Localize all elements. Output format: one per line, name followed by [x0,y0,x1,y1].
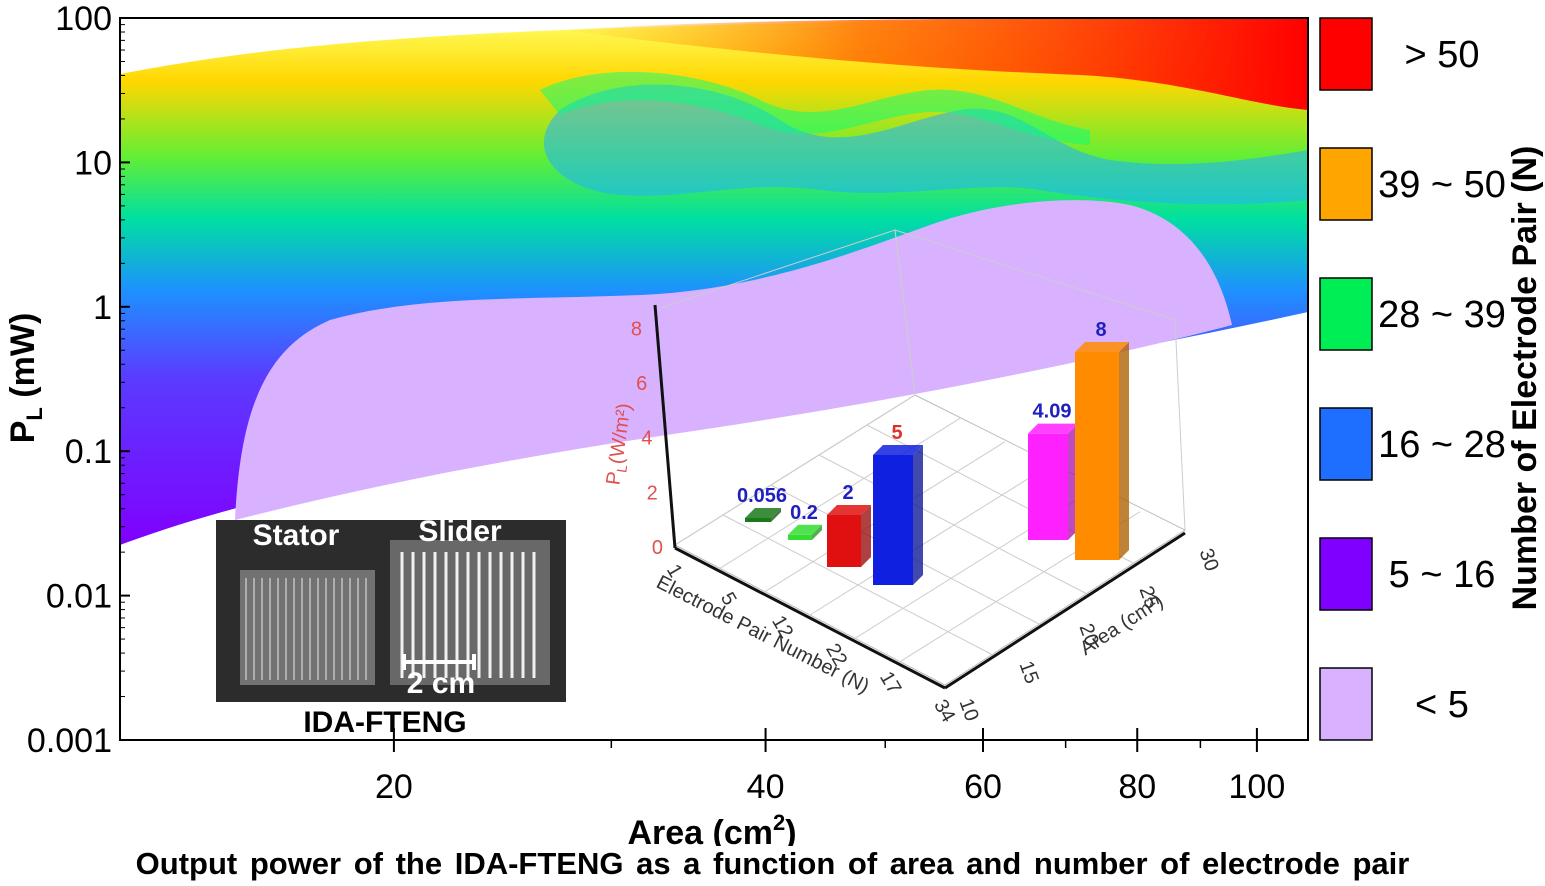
bar3d-bar-shade [861,505,871,567]
legend-label: < 5 [1415,684,1469,726]
y-tick-label: 0.01 [46,578,112,616]
y-axis-title: PL (mW) [4,313,47,444]
legend-swatch [1319,407,1373,481]
bar3d-value-label: 5 [891,422,902,444]
x-axis-ticks: 20 40 60 80 100 [375,728,1285,806]
bar3d-bar-side [1119,342,1129,560]
contour-swirl-green [540,71,1090,145]
legend-label: > 50 [1404,34,1479,76]
bar3d-z-tick-label: 0 [652,537,663,559]
scale-bar [402,654,476,670]
x-tick-label: 40 [747,768,785,806]
legend-swatch [1319,277,1373,351]
bar3d-bar-side [913,445,923,585]
photo-inset: Stator Slider 2 cm IDA-FTENG [216,515,566,739]
figure-caption: Output power of the IDA-FTENG as a funct… [135,846,1410,881]
legend-label: 5 ~ 16 [1389,554,1496,596]
floor-grid-line [719,417,961,569]
contour-band-red [560,18,1308,110]
bar3d-n-tick-label: 17 [875,668,905,698]
bar3d-value-label: 4.09 [1033,401,1072,423]
legend-title: Number of Electrode Pair (N) [1506,146,1544,611]
bar3d-wall-right [894,229,1186,531]
bar3d-bar-top [1075,342,1129,352]
floor-grid-line [722,514,994,656]
plot-frame [119,17,1309,741]
bar3d-bar: 2 [827,482,871,567]
bar3d-bar-front [827,515,861,567]
bar3d-bar-front [873,455,913,585]
stator-label: Stator [253,519,340,552]
bar3d-bar-shade [913,445,923,585]
bar3d-bar: 5 [873,422,923,585]
bar3d-bar-side [812,524,822,540]
legend-swatch [1319,667,1373,741]
bar3d-z-tick-label: 8 [631,318,642,340]
bar3d-bar-shade [812,524,822,540]
bar3d-bar: 4.09 [1028,401,1078,540]
x-tick-label: 100 [1229,768,1286,806]
x-tick-label: 60 [964,768,1002,806]
x-tick-label: 80 [1118,768,1156,806]
y-tick-label: 1 [93,289,112,327]
stator-plate [240,570,375,685]
bar3d-bar: 0.2 [788,502,822,540]
x-tick-label: 20 [375,768,413,806]
bar3d-y-axis [944,531,1186,690]
bar3d-value-label: 8 [1095,319,1106,341]
bar3d-z-tick-label: 2 [647,482,658,504]
contour-fill [120,18,1308,545]
bar3d-area-tick-label: 15 [1014,658,1042,686]
y-tick-label: 10 [74,144,112,182]
x-axis-title: Area (cm2) [627,810,796,846]
legend-label: 39 ~ 50 [1378,164,1506,206]
legend-label: 28 ~ 39 [1378,294,1506,336]
bar3d-n-tick-label: 34 [929,696,959,726]
floor-grid-line [809,464,1051,616]
bar3d-bar-shade [1119,342,1129,560]
bar3d-bar: 8 [1075,319,1129,560]
legend-label: 16 ~ 28 [1378,424,1506,466]
bar3d-bar-side [861,505,871,567]
bar3d-value-label: 2 [842,482,853,504]
bar3d-z-tick-label: 6 [636,373,647,395]
bar3d-bar-front [1028,433,1068,540]
bar3d-bar-front [788,534,812,540]
bar3d-bar-front [745,518,771,522]
device-label: IDA-FTENG [303,706,466,739]
bar3d-z-axis [653,304,677,549]
bar3d-area-tick-label: 10 [954,696,982,724]
y-tick-label: 0.1 [65,433,112,471]
bar3d-bar-front [1075,352,1119,560]
bar3d-bar-side [771,508,781,522]
bar3d-value-label: 0.2 [790,502,818,524]
bar3d-x-axis [674,546,946,690]
bar3d-bar-top [873,445,923,455]
bar3d-bar-top [827,505,871,515]
bar3d-area-tick-label: 30 [1194,546,1222,574]
y-tick-label: 100 [55,0,112,38]
legend-swatch [1319,147,1373,221]
bar3d-bar-shade [771,508,781,522]
bar3d-bar: 0.056 [737,485,787,522]
y-axis-ticks: 100 10 1 0.1 0.01 0.001 [27,0,130,760]
legend-swatch [1319,537,1373,611]
floor-grid-line [818,454,1090,596]
scale-label: 2 cm [407,667,475,700]
bar3d-value-label: 0.056 [737,485,787,507]
bar3d-z-tick-label: 4 [641,428,652,450]
y-tick-label: 0.001 [27,722,112,760]
bar3d-bar-top [1028,423,1078,434]
slider-label: Slider [418,515,502,548]
bar3d-bar-top [788,524,822,535]
slider-electrodes [400,552,536,678]
legend: > 50 39 ~ 50 28 ~ 39 16 ~ 28 5 ~ 16 < 5 [1319,17,1506,741]
bar3d-bar-top [745,508,781,518]
legend-swatch [1319,17,1373,91]
contour-band-lt5 [235,200,1232,520]
stator-electrodes [245,578,367,680]
